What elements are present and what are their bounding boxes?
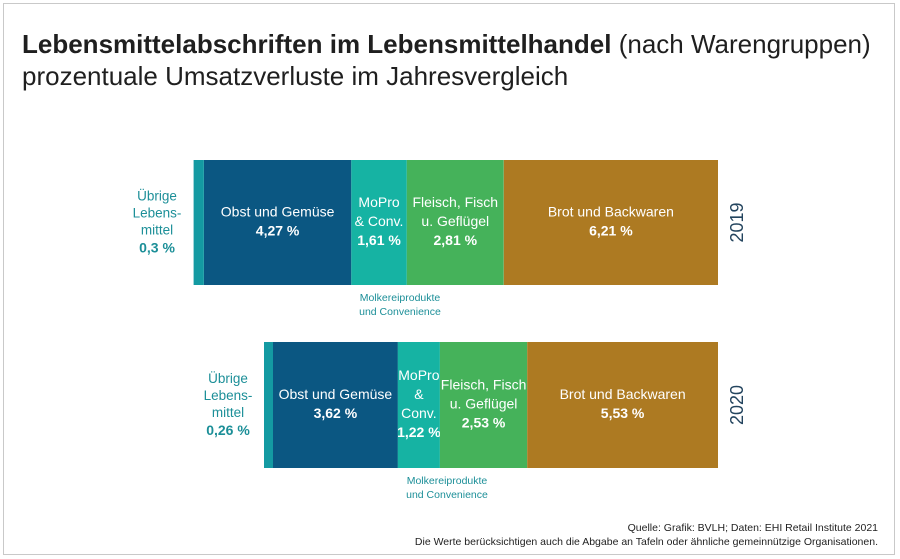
segment-value-mopro-2020: 1,22 %	[397, 424, 441, 440]
bar-segment-mopro-2019	[351, 160, 407, 285]
bar-segment-fleisch-2019	[406, 160, 504, 285]
bar-segment-obst-2019	[204, 160, 352, 285]
title-bold: Lebensmittelabschriften im Lebensmittelh…	[22, 29, 612, 59]
bar-segment-mopro-2020	[397, 342, 440, 468]
bar-segment-fleisch-2020	[439, 342, 528, 468]
source-line-1: Quelle: Grafik: BVLH; Daten: EHI Retail …	[627, 522, 878, 534]
mopro-note-2020-1: Molkereiprodukte	[407, 475, 488, 487]
segment-label-mopro-2019-1: MoPro	[358, 194, 399, 210]
bar-segment-uebrige-2019	[193, 160, 204, 285]
segment-value-brot-2020: 5,53 %	[601, 405, 645, 421]
segment-label-fleisch-2019-2: u. Geflügel	[421, 213, 489, 229]
segment-label-mopro-2020-2: &	[414, 386, 424, 402]
mopro-note-2019-1: Molkereiprodukte	[360, 292, 441, 304]
bar-segment-brot-2019	[503, 160, 718, 285]
segment-label-brot-2020-1: Brot und Backwaren	[560, 386, 686, 402]
source-note: Quelle: Grafik: BVLH; Daten: EHI Retail …	[415, 521, 878, 549]
title-normal: (nach Warengruppen)	[618, 29, 871, 59]
chart-frame	[3, 3, 895, 555]
outside-value-2019: 0,3 %	[139, 240, 175, 256]
bar-segment-brot-2020	[527, 342, 718, 468]
outside-label-2020-3: mittel	[212, 405, 244, 420]
outside-label-2020-1: Übrige	[208, 371, 248, 386]
outside-label-2019-2: Lebens-	[133, 206, 182, 221]
segment-value-obst-2019: 4,27 %	[256, 223, 300, 239]
segment-label-fleisch-2020-2: u. Geflügel	[450, 396, 518, 412]
chart-title: Lebensmittelabschriften im Lebensmittelh…	[22, 28, 871, 60]
outside-label-2019-3: mittel	[141, 223, 173, 238]
segment-value-brot-2019: 6,21 %	[589, 223, 633, 239]
bar-row-2019: Obst und Gemüse 4,27 % MoPro & Conv. 1,61 % F…	[193, 160, 718, 285]
outside-label-2019-1: Übrige	[137, 189, 177, 204]
segment-value-fleisch-2019: 2,81 %	[433, 232, 477, 248]
segment-label-fleisch-2019-1: Fleisch, Fisch	[412, 194, 498, 210]
mopro-note-2019-2: und Convenience	[359, 306, 441, 318]
segment-value-obst-2020: 3,62 %	[314, 405, 358, 421]
bar-segment-obst-2020	[273, 342, 398, 468]
bar-segment-uebrige-2020	[264, 342, 273, 468]
mopro-note-2020-2: und Convenience	[406, 489, 488, 501]
year-label-2019: 2019	[727, 202, 747, 242]
source-line-2: Die Werte berücksichtigen auch die Abgab…	[414, 536, 878, 548]
segment-value-mopro-2019: 1,61 %	[357, 232, 401, 248]
segment-label-fleisch-2020-1: Fleisch, Fisch	[441, 377, 527, 393]
outside-value-2020: 0,26 %	[206, 422, 250, 438]
segment-label-mopro-2020-3: Conv.	[401, 405, 437, 421]
chart-subtitle: prozentuale Umsatzverluste im Jahresverg…	[22, 61, 569, 91]
segment-label-mopro-2020-1: MoPro	[398, 367, 439, 383]
segment-value-fleisch-2020: 2,53 %	[462, 415, 506, 431]
segment-label-obst-2020-1: Obst und Gemüse	[279, 386, 393, 402]
year-label-2020: 2020	[727, 385, 747, 425]
segment-label-mopro-2019-2: & Conv.	[355, 213, 404, 229]
segment-label-obst-2019-1: Obst und Gemüse	[221, 204, 335, 220]
bar-row-2020: Obst und Gemüse 3,62 % MoPro & Conv. 1,22 % Fl…	[264, 342, 718, 468]
outside-label-2020-2: Lebens-	[204, 388, 253, 403]
segment-label-brot-2019-1: Brot und Backwaren	[548, 204, 674, 220]
